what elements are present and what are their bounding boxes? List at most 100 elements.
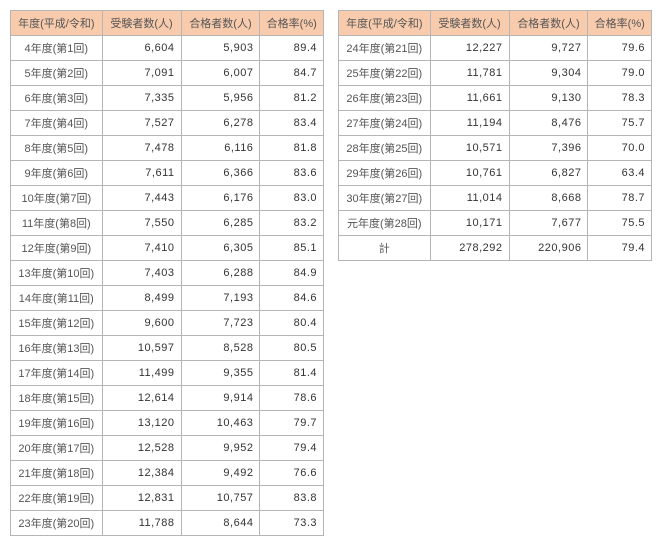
table-row: 4年度(第1回)6,6045,90389.4 (11, 36, 324, 61)
cell-year: 21年度(第18回) (11, 461, 103, 486)
table-row: 11年度(第8回)7,5506,28583.2 (11, 211, 324, 236)
cell-passers: 9,492 (181, 461, 260, 486)
cell-rate: 89.4 (260, 36, 324, 61)
cell-rate: 84.7 (260, 61, 324, 86)
cell-passers: 5,956 (181, 86, 260, 111)
cell-examinees: 7,410 (102, 236, 181, 261)
cell-rate: 81.4 (260, 361, 324, 386)
cell-passers: 6,827 (509, 161, 588, 186)
header-year: 年度(平成/令和) (339, 11, 431, 36)
cell-rate: 70.0 (588, 136, 652, 161)
header-year: 年度(平成/令和) (11, 11, 103, 36)
cell-year: 25年度(第22回) (339, 61, 431, 86)
cell-year: 5年度(第2回) (11, 61, 103, 86)
cell-rate: 85.1 (260, 236, 324, 261)
table-row: 10年度(第7回)7,4436,17683.0 (11, 186, 324, 211)
table-row: 18年度(第15回)12,6149,91478.6 (11, 386, 324, 411)
cell-rate: 84.9 (260, 261, 324, 286)
cell-examinees: 6,604 (102, 36, 181, 61)
cell-year: 7年度(第4回) (11, 111, 103, 136)
cell-year: 29年度(第26回) (339, 161, 431, 186)
cell-year: 28年度(第25回) (339, 136, 431, 161)
table-row: 26年度(第23回)11,6619,13078.3 (339, 86, 652, 111)
cell-passers: 6,176 (181, 186, 260, 211)
cell-examinees: 12,384 (102, 461, 181, 486)
cell-rate: 79.0 (588, 61, 652, 86)
cell-year: 16年度(第13回) (11, 336, 103, 361)
table-row: 元年度(第28回)10,1717,67775.5 (339, 211, 652, 236)
cell-passers: 8,528 (181, 336, 260, 361)
cell-rate: 81.2 (260, 86, 324, 111)
cell-examinees: 11,781 (430, 61, 509, 86)
cell-year: 20年度(第17回) (11, 436, 103, 461)
cell-year: 30年度(第27回) (339, 186, 431, 211)
table-row: 25年度(第22回)11,7819,30479.0 (339, 61, 652, 86)
cell-rate: 81.8 (260, 136, 324, 161)
cell-year: 11年度(第8回) (11, 211, 103, 236)
cell-examinees: 13,120 (102, 411, 181, 436)
cell-passers: 7,723 (181, 311, 260, 336)
header-row: 年度(平成/令和) 受験者数(人) 合格者数(人) 合格率(%) (339, 11, 652, 36)
cell-examinees: 10,597 (102, 336, 181, 361)
left-table: 年度(平成/令和) 受験者数(人) 合格者数(人) 合格率(%) 4年度(第1回… (10, 10, 324, 536)
table-row: 6年度(第3回)7,3355,95681.2 (11, 86, 324, 111)
left-tbody: 4年度(第1回)6,6045,90389.45年度(第2回)7,0916,007… (11, 36, 324, 536)
cell-year: 12年度(第9回) (11, 236, 103, 261)
cell-examinees: 10,761 (430, 161, 509, 186)
cell-year: 14年度(第11回) (11, 286, 103, 311)
header-rate: 合格率(%) (260, 11, 324, 36)
cell-passers: 9,952 (181, 436, 260, 461)
table-row: 22年度(第19回)12,83110,75783.8 (11, 486, 324, 511)
cell-rate: 79.4 (588, 236, 652, 261)
cell-rate: 83.0 (260, 186, 324, 211)
cell-passers: 5,903 (181, 36, 260, 61)
right-table: 年度(平成/令和) 受験者数(人) 合格者数(人) 合格率(%) 24年度(第2… (338, 10, 652, 261)
cell-year: 19年度(第16回) (11, 411, 103, 436)
cell-passers: 6,007 (181, 61, 260, 86)
cell-passers: 6,285 (181, 211, 260, 236)
cell-passers: 6,278 (181, 111, 260, 136)
cell-rate: 76.6 (260, 461, 324, 486)
table-row: 14年度(第11回)8,4997,19384.6 (11, 286, 324, 311)
cell-year: 24年度(第21回) (339, 36, 431, 61)
table-row: 17年度(第14回)11,4999,35581.4 (11, 361, 324, 386)
cell-examinees: 7,443 (102, 186, 181, 211)
right-tbody: 24年度(第21回)12,2279,72779.625年度(第22回)11,78… (339, 36, 652, 261)
cell-year: 10年度(第7回) (11, 186, 103, 211)
cell-rate: 83.4 (260, 111, 324, 136)
cell-examinees: 11,194 (430, 111, 509, 136)
table-row: 計278,292220,90679.4 (339, 236, 652, 261)
cell-rate: 79.6 (588, 36, 652, 61)
cell-passers: 9,304 (509, 61, 588, 86)
header-row: 年度(平成/令和) 受験者数(人) 合格者数(人) 合格率(%) (11, 11, 324, 36)
cell-rate: 83.2 (260, 211, 324, 236)
header-examinees: 受験者数(人) (102, 11, 181, 36)
cell-examinees: 8,499 (102, 286, 181, 311)
cell-passers: 7,396 (509, 136, 588, 161)
cell-passers: 6,305 (181, 236, 260, 261)
cell-examinees: 9,600 (102, 311, 181, 336)
cell-passers: 220,906 (509, 236, 588, 261)
cell-passers: 10,757 (181, 486, 260, 511)
cell-examinees: 11,499 (102, 361, 181, 386)
table-row: 15年度(第12回)9,6007,72380.4 (11, 311, 324, 336)
cell-year: 15年度(第12回) (11, 311, 103, 336)
cell-year: 17年度(第14回) (11, 361, 103, 386)
cell-examinees: 7,611 (102, 161, 181, 186)
cell-passers: 7,193 (181, 286, 260, 311)
cell-rate: 84.6 (260, 286, 324, 311)
table-row: 5年度(第2回)7,0916,00784.7 (11, 61, 324, 86)
header-rate: 合格率(%) (588, 11, 652, 36)
cell-passers: 6,116 (181, 136, 260, 161)
cell-rate: 80.5 (260, 336, 324, 361)
table-row: 29年度(第26回)10,7616,82763.4 (339, 161, 652, 186)
cell-passers: 9,130 (509, 86, 588, 111)
cell-examinees: 12,227 (430, 36, 509, 61)
cell-passers: 8,668 (509, 186, 588, 211)
cell-rate: 63.4 (588, 161, 652, 186)
table-row: 23年度(第20回)11,7888,64473.3 (11, 511, 324, 536)
table-row: 16年度(第13回)10,5978,52880.5 (11, 336, 324, 361)
cell-passers: 8,644 (181, 511, 260, 536)
cell-year: 27年度(第24回) (339, 111, 431, 136)
cell-passers: 9,355 (181, 361, 260, 386)
